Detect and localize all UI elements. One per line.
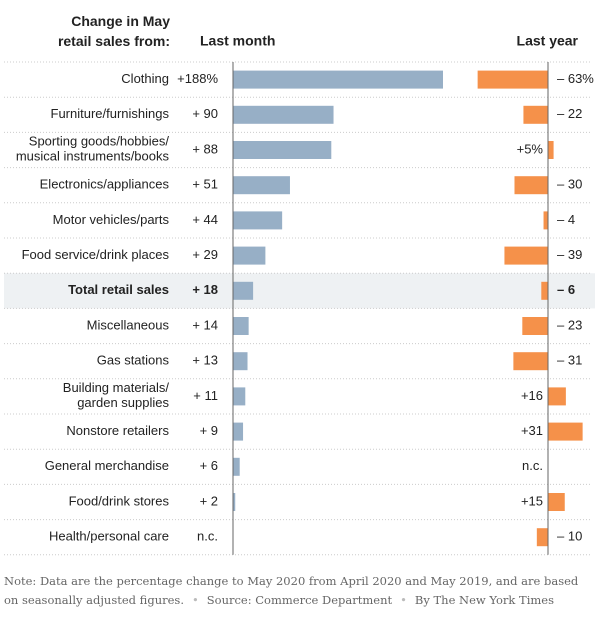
value-label: – 31 <box>557 353 582 368</box>
value-label: + 88 <box>192 141 218 156</box>
series-header: Last year <box>517 33 579 49</box>
category-label: Clothing <box>121 71 169 86</box>
value-label: – 6 <box>557 282 575 297</box>
category-label: Miscellaneous <box>87 317 170 332</box>
separator <box>184 593 207 607</box>
value-label: – 39 <box>557 247 582 262</box>
value-label: +5% <box>517 141 544 156</box>
bar <box>233 211 283 230</box>
note: Note: Data are the percentage change to … <box>4 574 579 607</box>
value-label: +15 <box>521 493 543 508</box>
bar <box>233 457 240 476</box>
value-label: – 4 <box>557 212 575 227</box>
bar <box>543 211 548 230</box>
value-label: + 11 <box>193 388 218 403</box>
value-label: + 13 <box>192 353 218 368</box>
bar <box>536 528 548 547</box>
category-label: Nonstore retailers <box>66 423 169 438</box>
series-header: Last month <box>200 33 275 49</box>
source: Source: Commerce Department <box>206 593 393 607</box>
chart-title: Change in May retail sales from: <box>58 13 170 49</box>
bar <box>233 246 266 265</box>
bar <box>548 422 583 441</box>
category-label: Sporting goods/hobbies/musical instrumen… <box>16 134 170 164</box>
value-label: n.c. <box>197 529 218 544</box>
value-label: + 6 <box>200 458 218 473</box>
separator <box>392 593 415 607</box>
bar <box>233 493 236 511</box>
bar <box>233 317 249 335</box>
row-highlight <box>4 273 595 309</box>
bar <box>514 176 548 195</box>
footnotes: Note: Data are the percentage change to … <box>4 572 592 610</box>
chart: Change in May retail sales from: Last mont… <box>4 13 595 556</box>
bar <box>548 141 554 159</box>
category-label: Total retail sales <box>68 282 169 297</box>
bar <box>477 70 548 89</box>
bar <box>233 141 332 159</box>
category-label: Building materials/garden supplies <box>63 380 170 410</box>
bar <box>513 352 548 371</box>
value-label: + 9 <box>200 423 218 438</box>
category-label: Electronics/appliances <box>40 177 170 192</box>
value-label: +31 <box>521 423 543 438</box>
value-label: – 30 <box>557 177 582 192</box>
value-label: + 29 <box>192 247 218 262</box>
bar <box>548 387 566 406</box>
value-label: + 14 <box>192 317 218 332</box>
bar <box>233 281 254 300</box>
bar <box>233 105 334 124</box>
bar <box>548 493 565 511</box>
bar <box>523 105 548 124</box>
byline: By The New York Times <box>414 593 555 607</box>
value-label: + 51 <box>192 177 218 192</box>
bar <box>522 317 548 335</box>
value-label: – 22 <box>557 106 582 121</box>
bar <box>233 176 290 195</box>
bar <box>233 352 248 371</box>
bar <box>541 281 548 300</box>
value-label: – 23 <box>557 317 582 332</box>
value-label: + 2 <box>200 493 218 508</box>
value-label: +16 <box>521 388 543 403</box>
category-label: Health/personal care <box>49 529 169 544</box>
bar <box>504 246 548 265</box>
bar <box>233 387 246 406</box>
value-label: + 18 <box>192 282 218 297</box>
category-label: General merchandise <box>45 458 169 473</box>
value-label: – 10 <box>557 529 582 544</box>
category-label: Food service/drink places <box>22 247 170 262</box>
value-label: + 44 <box>192 212 218 227</box>
value-label: n.c. <box>522 458 543 473</box>
value-label: + 90 <box>192 106 218 121</box>
bar <box>233 422 244 441</box>
bar <box>233 70 443 89</box>
value-label: – 63% <box>557 71 594 86</box>
category-label: Food/drink stores <box>69 493 170 508</box>
category-label: Motor vehicles/parts <box>53 212 170 227</box>
category-label: Gas stations <box>97 353 170 368</box>
category-label: Furniture/furnishings <box>51 106 170 121</box>
value-label: +188% <box>177 71 218 86</box>
